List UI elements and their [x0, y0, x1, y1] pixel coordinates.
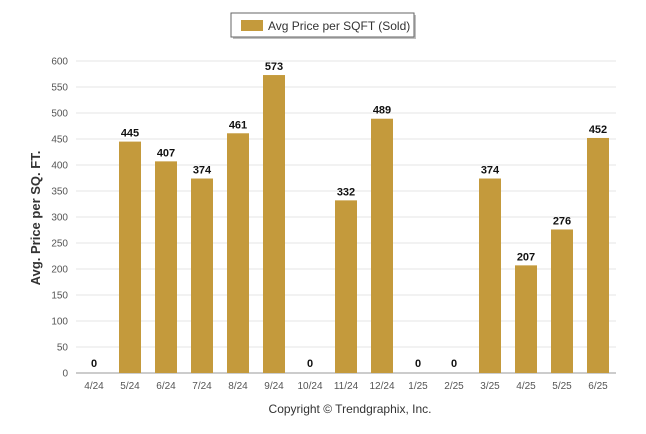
- bar-value-label: 374: [481, 165, 500, 177]
- y-tick-label: 550: [51, 83, 68, 94]
- bar-value-label: 207: [517, 251, 535, 263]
- y-tick-label: 300: [51, 213, 68, 224]
- y-tick-label: 350: [51, 187, 68, 198]
- x-tick-label: 11/24: [334, 381, 359, 392]
- y-axis-title: Avg. Price per SQ. FT.: [28, 151, 43, 286]
- bar-value-label: 0: [415, 358, 421, 370]
- y-tick-labels: 0 50 100 150 200 250 300 350 400 450 500 550 600: [51, 57, 68, 380]
- y-tick-label: 150: [51, 291, 68, 302]
- y-tick-label: 400: [51, 161, 68, 172]
- y-tick-label: 200: [51, 265, 68, 276]
- x-tick-labels: 4/24 5/24 6/24 7/24 8/24 9/24 10/24 11/24 12/24 1…: [84, 381, 608, 392]
- legend[interactable]: Avg Price per SQFT (Sold): [230, 12, 416, 39]
- legend-label: Avg Price per SQFT (Sold): [268, 19, 410, 33]
- x-tick-label: 6/25: [588, 381, 608, 392]
- y-tick-label: 100: [51, 317, 68, 328]
- bar-value-label: 332: [337, 186, 355, 198]
- bar-value-label: 489: [373, 105, 391, 117]
- bar-value-label: 445: [121, 128, 139, 140]
- bar: [587, 137, 609, 373]
- x-tick-label: 7/24: [192, 381, 212, 392]
- y-tick-label: 0: [62, 369, 68, 380]
- data-labels: 0 445 407 374 461 573 0 332 489 0 0 374 207 276 452: [91, 61, 607, 370]
- bar-value-label: 461: [229, 119, 247, 131]
- bar-value-label: 407: [157, 147, 175, 159]
- bar-value-label: 276: [553, 215, 571, 227]
- y-tick-label: 500: [51, 109, 68, 120]
- bar-value-label: 0: [91, 358, 97, 370]
- bar: [479, 178, 501, 373]
- x-tick-label: 12/24: [369, 381, 394, 392]
- x-tick-label: 8/24: [228, 381, 248, 392]
- bar: [551, 229, 573, 373]
- bar: [515, 265, 537, 373]
- x-tick-label: 3/25: [480, 381, 500, 392]
- x-tick-label: 4/24: [84, 381, 104, 392]
- x-tick-label: 2/25: [444, 381, 464, 392]
- bar: [191, 178, 213, 373]
- copyright-text: Copyright © Trendgraphix, Inc.: [269, 402, 432, 416]
- bars: [119, 75, 609, 373]
- x-tick-label: 10/24: [297, 381, 322, 392]
- bar-value-label: 452: [589, 124, 607, 136]
- bar-value-label: 0: [307, 358, 313, 370]
- x-tick-label: 5/25: [552, 381, 572, 392]
- y-tick-label: 600: [51, 57, 68, 68]
- y-tick-label: 250: [51, 239, 68, 250]
- bar: [263, 75, 285, 373]
- x-tick-label: 4/25: [516, 381, 536, 392]
- y-tick-label: 50: [57, 343, 69, 354]
- bar: [335, 200, 357, 373]
- bar: [227, 133, 249, 373]
- x-tick-label: 5/24: [120, 381, 140, 392]
- x-tick-label: 9/24: [264, 381, 284, 392]
- y-tick-label: 450: [51, 135, 68, 146]
- bar-value-label: 573: [265, 61, 283, 73]
- bar: [119, 141, 141, 373]
- x-tick-label: 1/25: [408, 381, 428, 392]
- bar-value-label: 0: [451, 358, 457, 370]
- bar-value-label: 374: [193, 165, 212, 177]
- legend-swatch: [241, 20, 263, 31]
- x-tick-label: 6/24: [156, 381, 176, 392]
- bar: [371, 118, 393, 373]
- bar: [155, 161, 177, 373]
